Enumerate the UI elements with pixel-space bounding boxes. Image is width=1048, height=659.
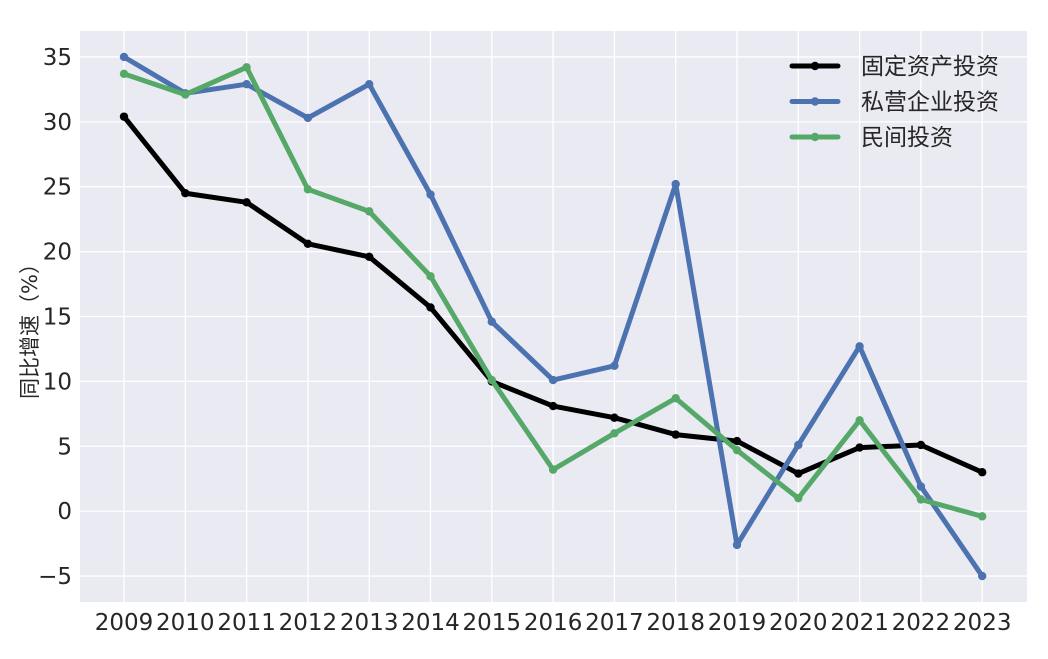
data-point (242, 198, 251, 207)
y-tick-label: 0 (57, 499, 72, 525)
data-point (548, 401, 558, 411)
data-point (119, 52, 129, 62)
x-tick-label: 2009 (95, 610, 154, 636)
data-point (855, 443, 864, 452)
data-point (732, 436, 742, 446)
data-point (181, 90, 190, 99)
series-2 (119, 52, 987, 581)
y-tick-label: −5 (38, 564, 72, 590)
data-point (303, 185, 313, 194)
y-tick-label: 15 (43, 305, 72, 331)
data-point (794, 440, 803, 450)
data-point (365, 252, 374, 262)
y-tick-label: 35 (43, 45, 72, 71)
data-point (119, 112, 129, 121)
data-point (978, 468, 987, 477)
data-point (732, 540, 742, 550)
x-tick-label: 2017 (585, 610, 644, 636)
legend-label: 私营企业投资 (861, 90, 999, 116)
y-axis-ticks: −5 0 5 10 15 20 25 30 35 (38, 45, 72, 590)
data-point (916, 440, 926, 450)
data-point (487, 317, 496, 326)
y-tick-label: 5 (57, 434, 72, 460)
data-point (548, 375, 558, 385)
x-tick-label: 2022 (892, 610, 951, 636)
data-point (855, 342, 864, 351)
data-point (732, 445, 742, 455)
x-tick-label: 2011 (217, 610, 276, 636)
x-tick-label: 2013 (340, 610, 399, 636)
data-point (303, 113, 313, 123)
x-tick-label: 2021 (830, 610, 889, 636)
data-point (610, 361, 619, 371)
data-point (119, 69, 129, 79)
grid-lines (80, 31, 1027, 602)
data-point (610, 413, 619, 422)
data-point (426, 272, 435, 281)
data-point (365, 80, 374, 89)
x-tick-label: 2019 (708, 610, 767, 636)
data-point (548, 465, 558, 474)
legend-swatch-marker (810, 132, 820, 142)
x-tick-label: 2012 (279, 610, 338, 636)
y-axis-title: 同比增速（%） (18, 253, 42, 399)
data-series (119, 52, 987, 581)
x-tick-label: 2010 (156, 610, 215, 636)
data-point (610, 429, 619, 438)
x-tick-label: 2014 (401, 610, 460, 636)
legend-item: 民间投资 (789, 125, 953, 151)
data-point (303, 239, 313, 249)
legend-label: 民间投资 (861, 125, 953, 151)
data-point (916, 495, 926, 504)
x-tick-label: 2016 (524, 610, 583, 636)
x-tick-label: 2023 (953, 610, 1012, 636)
legend-swatch-marker (810, 61, 820, 71)
legend-label: 固定资产投资 (861, 54, 999, 80)
data-point (916, 482, 926, 491)
data-point (671, 430, 680, 439)
data-point (794, 469, 803, 478)
data-point (181, 189, 190, 198)
x-tick-label: 2018 (646, 610, 705, 636)
y-tick-label: 30 (43, 110, 72, 136)
data-point (242, 80, 251, 89)
data-point (426, 303, 435, 312)
data-point (978, 512, 987, 521)
data-point (794, 493, 803, 503)
legend-item: 私营企业投资 (789, 90, 999, 116)
legend-swatch-marker (810, 97, 820, 106)
data-point (487, 375, 496, 385)
data-point (365, 207, 374, 216)
data-point (978, 571, 987, 581)
data-point (855, 416, 864, 425)
y-tick-label: 10 (43, 369, 72, 395)
y-tick-label: 20 (43, 240, 72, 266)
data-point (242, 63, 251, 72)
data-point (426, 190, 435, 199)
legend-item: 固定资产投资 (789, 54, 999, 80)
y-tick-label: 25 (43, 175, 72, 201)
series-3 (119, 63, 987, 521)
x-tick-label: 2020 (769, 610, 828, 636)
x-tick-label: 2015 (463, 610, 522, 636)
data-point (671, 394, 680, 403)
x-axis-ticks: 2009 2010 2011 2012 2013 2014 2015 2016 2017 2018… (95, 610, 1012, 636)
data-point (671, 179, 680, 189)
